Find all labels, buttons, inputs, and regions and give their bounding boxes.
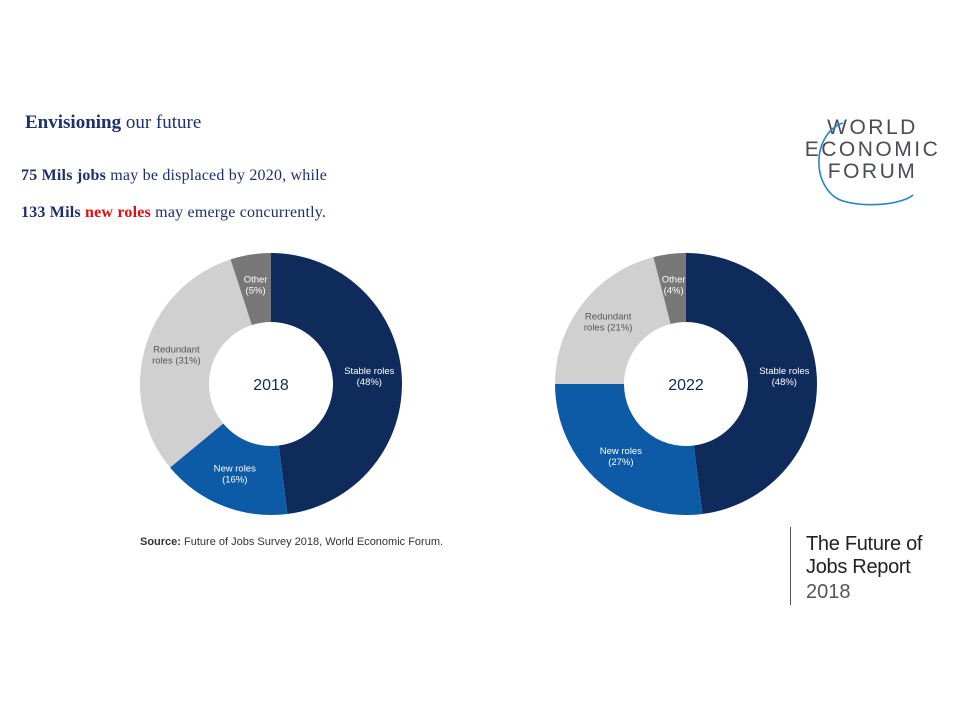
page-heading: Envisioning our future	[25, 112, 201, 134]
logo-row-world: WORLD	[827, 116, 918, 139]
report-title-line2: Jobs Report	[806, 556, 911, 578]
displaced-jobs-figure: 75 Mils jobs	[21, 167, 107, 184]
slice-other	[653, 253, 686, 324]
report-title-line1: The Future of	[806, 533, 923, 555]
logo-arc-icon	[818, 122, 914, 206]
slice-label-stable: Stable roles (48%)	[344, 366, 394, 388]
slice-new	[555, 384, 703, 515]
slice-stable	[686, 253, 818, 514]
slice-stable	[271, 253, 403, 514]
heading-strong: Envisioning	[25, 112, 122, 133]
new-roles-highlight: new roles	[85, 204, 151, 221]
source-note: Source: Future of Jobs Survey 2018, Worl…	[140, 536, 443, 548]
donut-chart-2022: Stable roles (48%) New roles (27%) Redundant…	[555, 253, 818, 515]
slice-new	[170, 423, 288, 515]
logo-row-economic: ECONOMIC	[804, 138, 941, 161]
slice-redundant	[555, 257, 671, 384]
slice-redundant	[140, 259, 252, 468]
slice-label-new: New roles (27%)	[600, 446, 642, 468]
slice-label-redundant: Redundant roles (21%)	[584, 312, 633, 334]
center-label-2018: 2018	[253, 377, 289, 394]
new-roles-text: may emerge concurrently.	[150, 204, 327, 221]
slice-label-other: Other (4%)	[662, 274, 686, 296]
report-divider	[790, 527, 791, 605]
displaced-jobs-text: may be displaced by 2020, while	[106, 167, 328, 184]
new-roles-figure: 133 Mils	[21, 204, 86, 221]
heading-rest: our future	[121, 112, 202, 133]
new-roles-statement: 133 Mils new roles may emerge concurrent…	[21, 204, 326, 222]
report-title: The Future of Jobs Report	[806, 533, 922, 579]
report-year: 2018	[806, 581, 851, 603]
center-label-2022: 2022	[668, 377, 704, 394]
slice-label-redundant: Redundant roles (31%)	[152, 345, 201, 367]
slice-label-stable: Stable roles (48%)	[759, 366, 809, 388]
slice-label-other: Other (5%)	[244, 275, 268, 297]
displaced-jobs-statement: 75 Mils jobs may be displaced by 2020, w…	[21, 167, 327, 185]
source-label: Source:	[140, 536, 181, 548]
donut-chart-2018: Stable roles (48%) New roles (16%) Redundant…	[140, 253, 403, 515]
slice-other	[230, 253, 271, 326]
logo-row-forum: FORUM	[827, 160, 918, 183]
slice-label-new: New roles (16%)	[214, 464, 256, 486]
source-text: Future of Jobs Survey 2018, World Econom…	[180, 536, 444, 548]
world-economic-forum-logo: WORLD ECONOMIC FORUM	[795, 117, 950, 207]
